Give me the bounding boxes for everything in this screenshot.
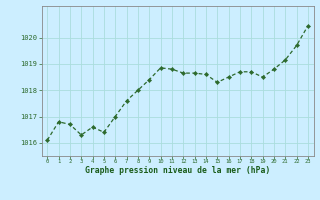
X-axis label: Graphe pression niveau de la mer (hPa): Graphe pression niveau de la mer (hPa) [85,166,270,175]
